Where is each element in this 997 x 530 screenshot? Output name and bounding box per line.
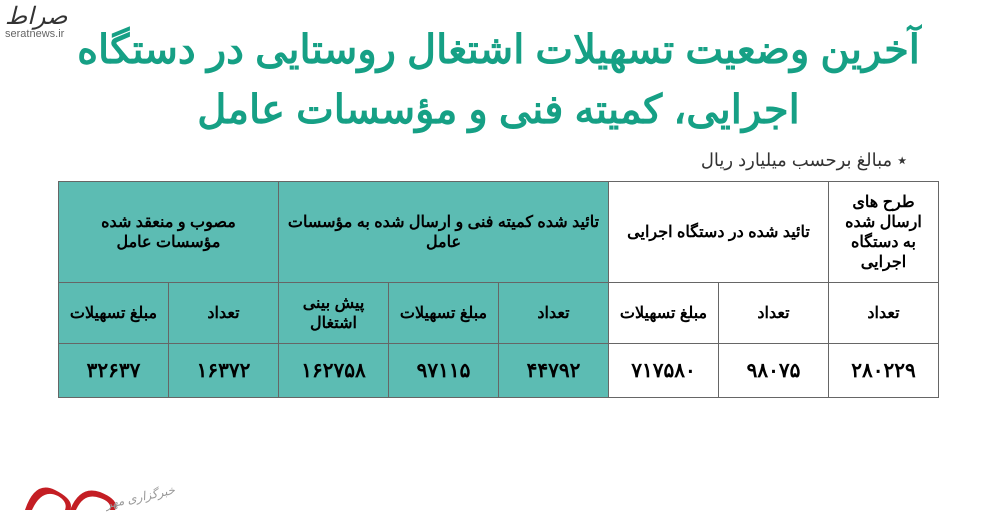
watermark-url: seratnews.ir (5, 29, 67, 40)
sub-header: تعداد (719, 283, 829, 344)
sub-header: تعداد (499, 283, 609, 344)
group-header: تائید شده کمیته فنی و ارسال شده به مؤسسا… (279, 182, 609, 283)
watermark-script: صراط (5, 5, 67, 29)
sub-header: تعداد (829, 283, 939, 344)
sub-header: مبلغ تسهیلات (59, 283, 169, 344)
page-subtitle: ٭ مبالغ برحسب میلیارد ریال (0, 150, 997, 181)
data-cell: ۴۴۷۹۲ (499, 344, 609, 398)
data-cell: ۹۷۱۱۵ (389, 344, 499, 398)
data-cell: ۱۶۳۷۲ (169, 344, 279, 398)
group-header: مصوب و منعقد شده مؤسسات عامل (59, 182, 279, 283)
data-cell: ۱۶۲۷۵۸ (279, 344, 389, 398)
sub-header: مبلغ تسهیلات (609, 283, 719, 344)
data-cell: ۷۱۷۵۸۰ (609, 344, 719, 398)
group-header: تائید شده در دستگاه اجرایی (609, 182, 829, 283)
data-cell: ۳۲۶۳۷ (59, 344, 169, 398)
sub-header: پیش بینی اشتغال (279, 283, 389, 344)
source-watermark-top: صراط seratnews.ir (5, 5, 67, 40)
data-cell: ۲۸۰۲۲۹ (829, 344, 939, 398)
page-title: آخرین وضعیت تسهیلات اشتغال روستایی در دس… (0, 0, 997, 150)
sub-header: تعداد (169, 283, 279, 344)
group-header-row: طرح های ارسال شده به دستگاه اجرایی تائید… (59, 182, 939, 283)
facilities-table: طرح های ارسال شده به دستگاه اجرایی تائید… (58, 181, 939, 398)
data-row: ۲۸۰۲۲۹ ۹۸۰۷۵ ۷۱۷۵۸۰ ۴۴۷۹۲ ۹۷۱۱۵ ۱۶۲۷۵۸ ۱… (59, 344, 939, 398)
logo-swoosh-icon (25, 488, 71, 511)
sub-header: مبلغ تسهیلات (389, 283, 499, 344)
sub-header-row: تعداد تعداد مبلغ تسهیلات تعداد مبلغ تسهی… (59, 283, 939, 344)
data-cell: ۹۸۰۷۵ (719, 344, 829, 398)
group-header: طرح های ارسال شده به دستگاه اجرایی (829, 182, 939, 283)
